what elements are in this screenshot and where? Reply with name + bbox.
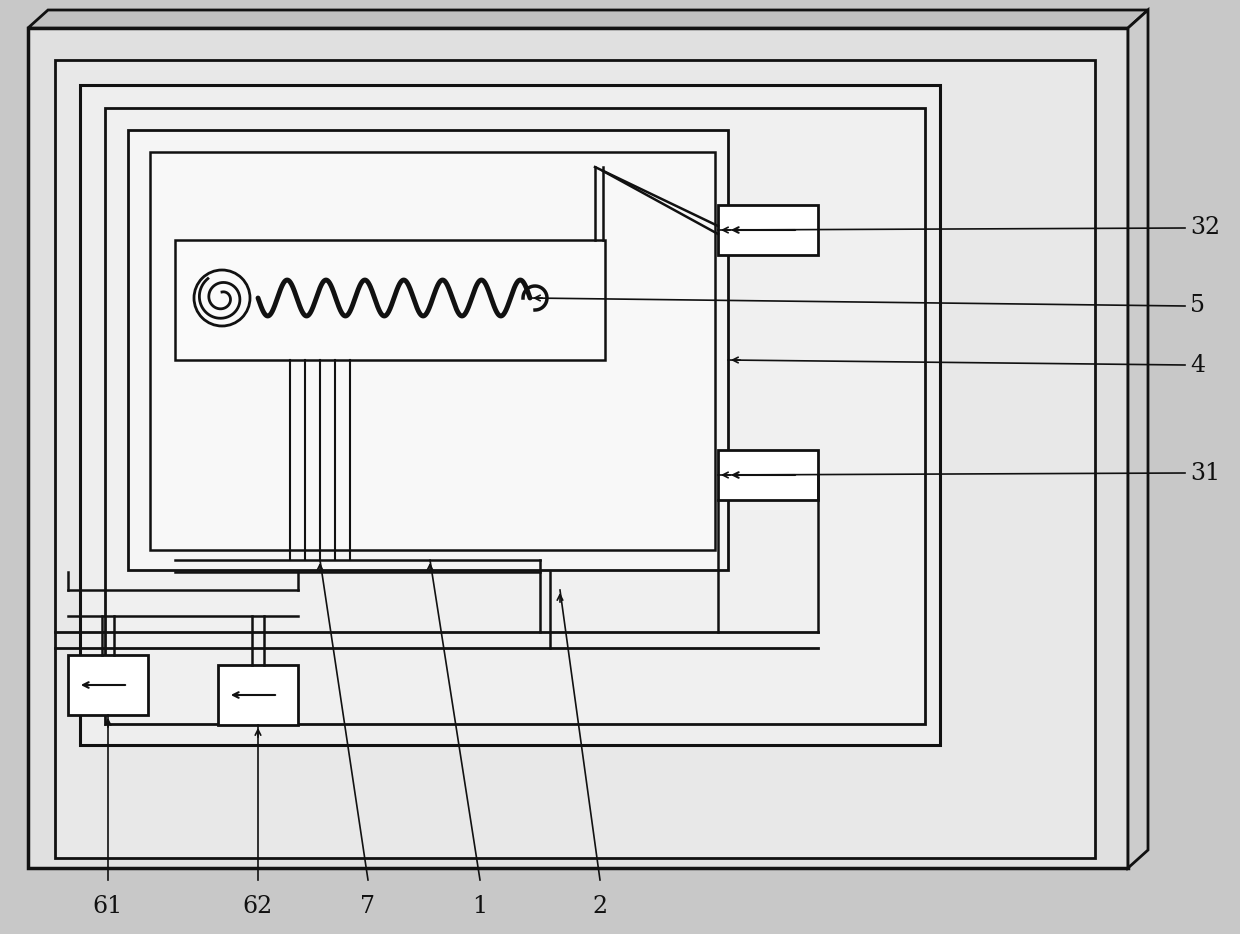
Text: 4: 4 — [1190, 353, 1205, 376]
Text: 2: 2 — [593, 895, 608, 918]
Bar — [175, 240, 605, 360]
Bar — [68, 655, 148, 715]
Text: 5: 5 — [1190, 294, 1205, 318]
Text: 61: 61 — [93, 895, 123, 918]
Bar — [150, 152, 715, 550]
Bar — [128, 130, 728, 570]
Bar — [29, 28, 1128, 868]
Text: 62: 62 — [243, 895, 273, 918]
Bar — [718, 450, 818, 500]
Bar — [718, 205, 818, 255]
Text: 7: 7 — [361, 895, 376, 918]
Polygon shape — [29, 10, 1148, 28]
Polygon shape — [1128, 10, 1148, 868]
Bar — [105, 108, 925, 724]
Bar — [218, 665, 298, 725]
Text: 1: 1 — [472, 895, 487, 918]
Text: 32: 32 — [1190, 217, 1220, 239]
Bar — [55, 60, 1095, 858]
Text: 31: 31 — [1190, 461, 1220, 485]
Bar — [81, 85, 940, 745]
